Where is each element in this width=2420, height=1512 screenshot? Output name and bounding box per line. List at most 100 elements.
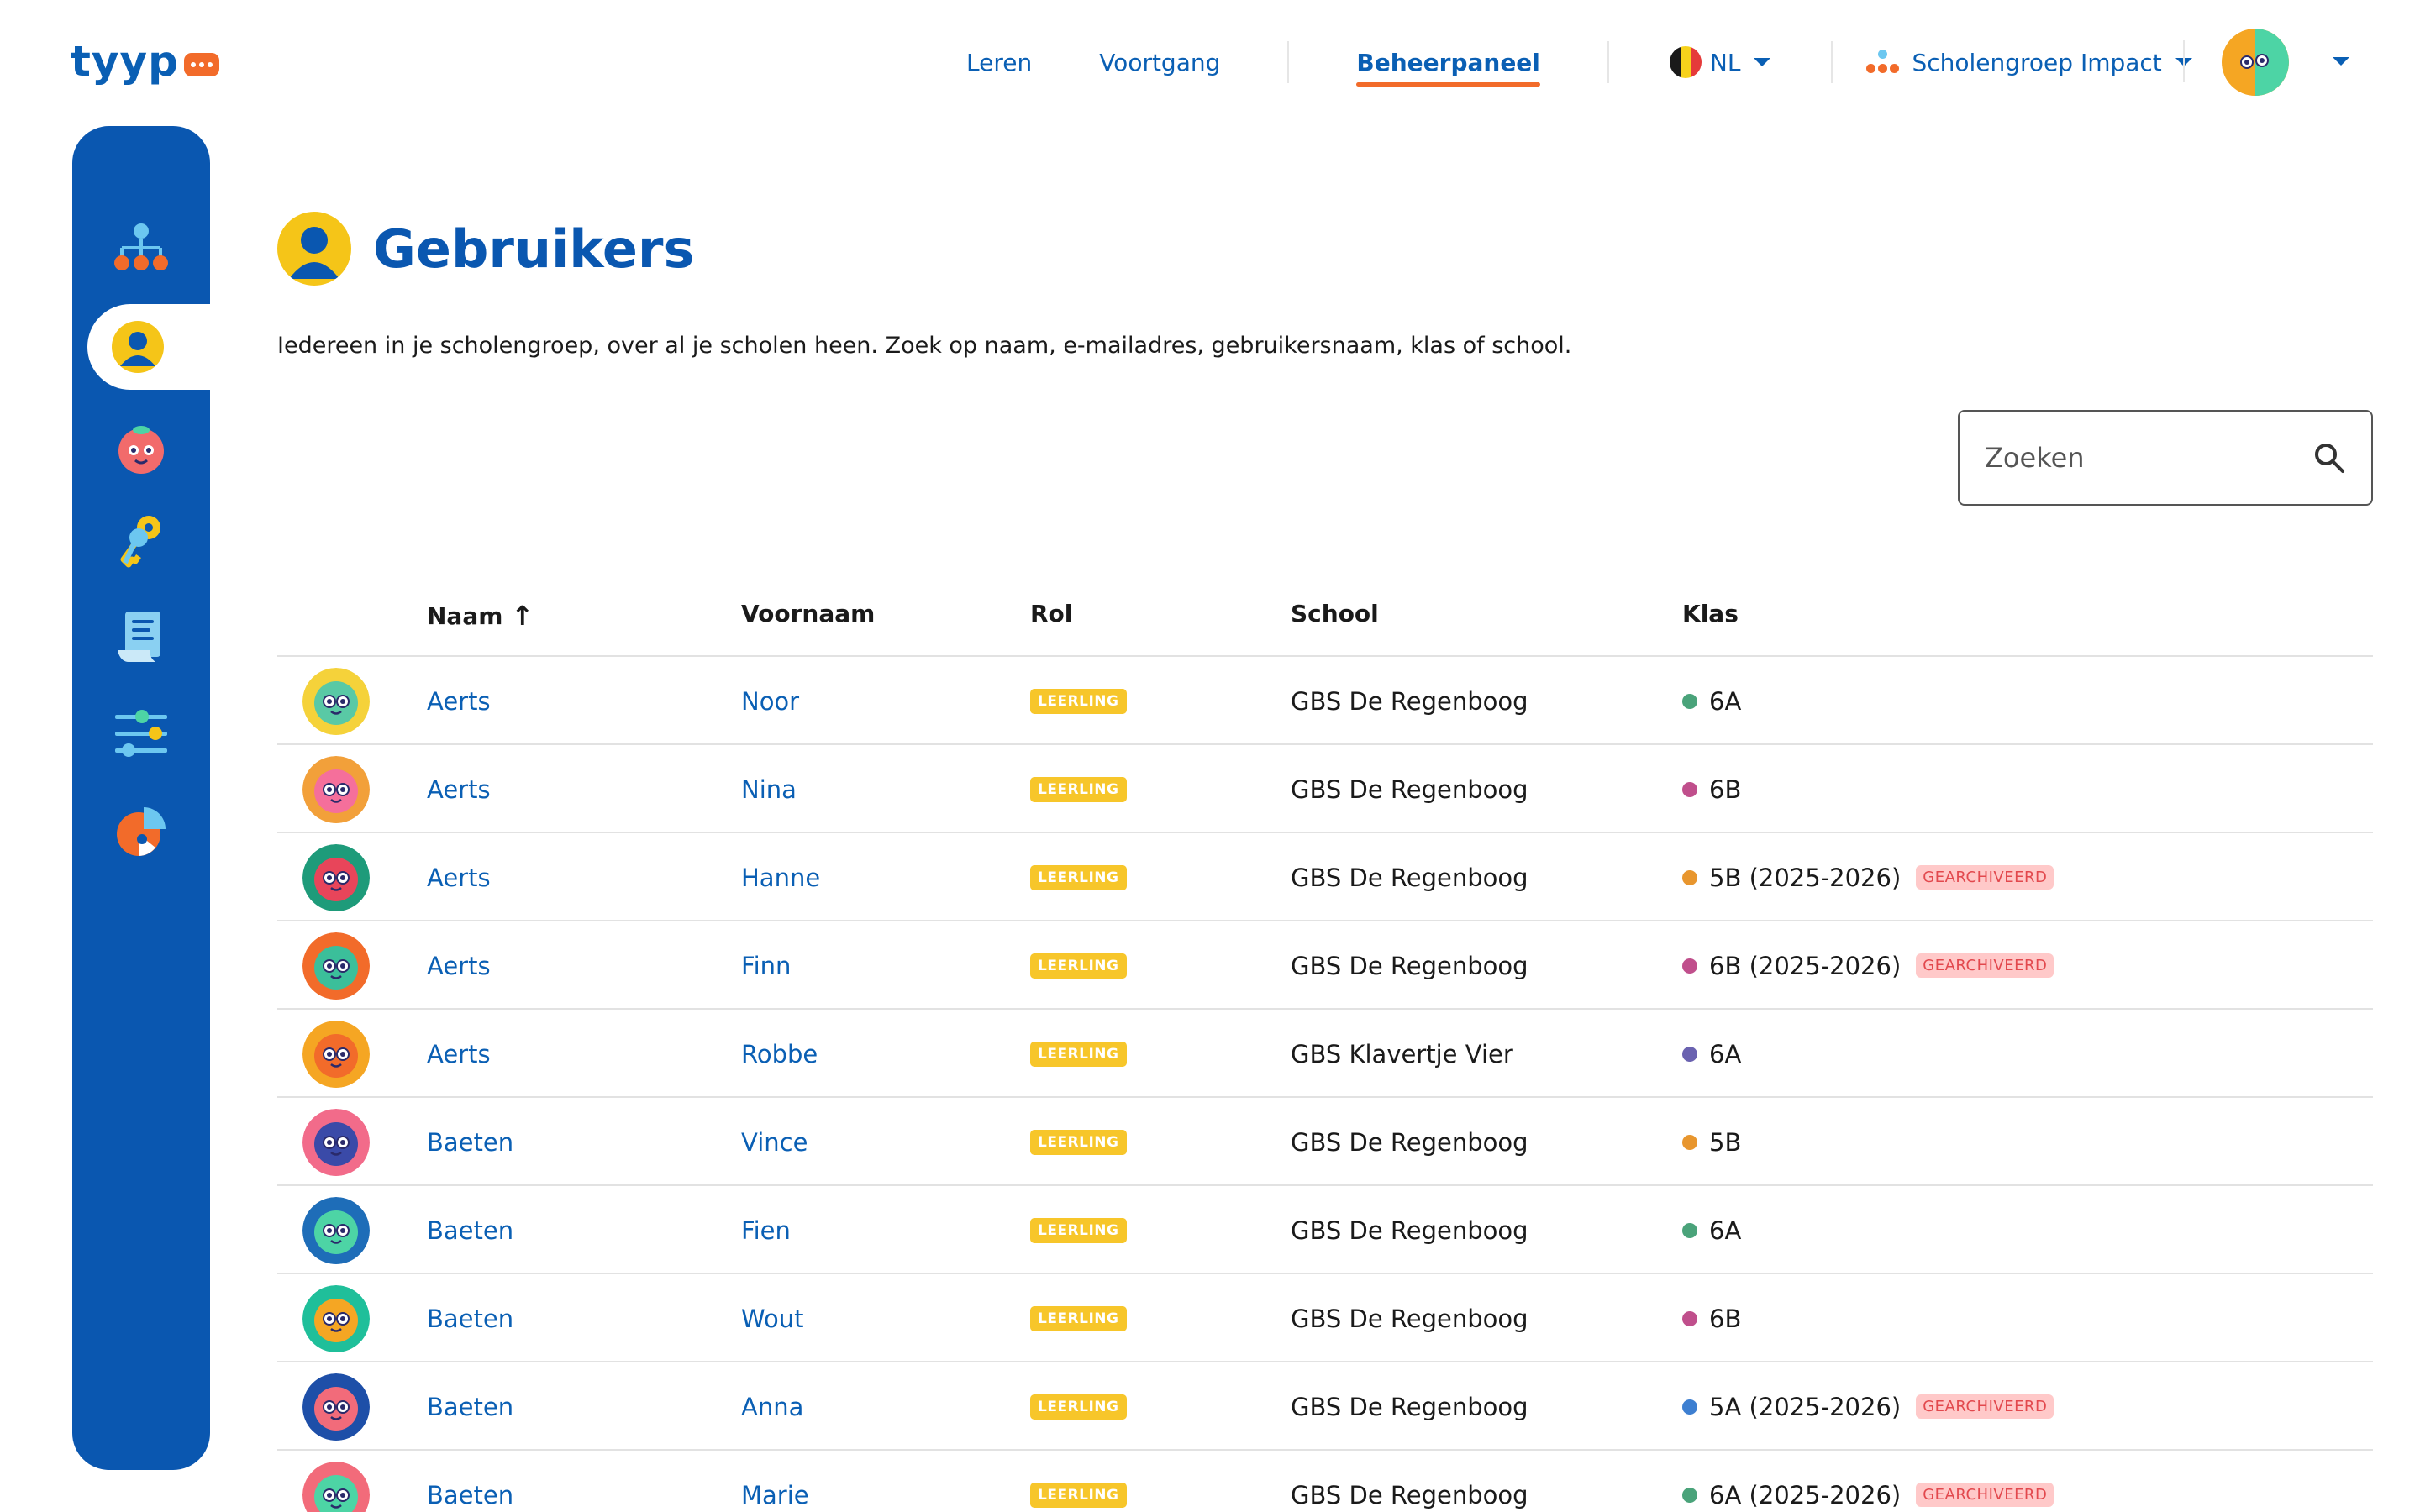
class-name: 6B: [1709, 1304, 1742, 1333]
sidebar-item-documents[interactable]: [72, 590, 210, 682]
naam-link[interactable]: Baeten: [427, 1304, 514, 1333]
keys-icon: [120, 516, 160, 568]
page-header: Gebruikers: [277, 212, 694, 286]
table-row[interactable]: Baeten Marie LEERLING GBS De Regenboog 6…: [277, 1451, 2373, 1512]
school-name: GBS De Regenboog: [1291, 1215, 1528, 1245]
student-avatar: [302, 667, 370, 735]
search-input[interactable]: [1985, 442, 2287, 474]
role-badge: LEERLING: [1030, 776, 1127, 802]
logo-text: tyyp: [71, 37, 179, 86]
top-navigation: Leren Voortgang Beheerpaneel NL Scholeng…: [966, 40, 2192, 87]
class-name: 6A: [1709, 686, 1742, 716]
school-name: GBS De Regenboog: [1291, 951, 1528, 980]
column-header-school[interactable]: School: [1291, 600, 1379, 627]
table-row[interactable]: Aerts Noor LEERLING GBS De Regenboog 6A: [277, 657, 2373, 745]
class-color-dot: [1682, 1222, 1697, 1238]
search-box[interactable]: [1958, 410, 2373, 506]
table-row[interactable]: Baeten Wout LEERLING GBS De Regenboog 6B: [277, 1274, 2373, 1362]
school-name: GBS De Regenboog: [1291, 863, 1528, 892]
student-avatar: [302, 1020, 370, 1088]
voornaam-link[interactable]: Wout: [741, 1304, 804, 1333]
table-row[interactable]: Aerts Finn LEERLING GBS De Regenboog 6B …: [277, 921, 2373, 1010]
naam-link[interactable]: Baeten: [427, 1480, 514, 1509]
student-avatar: [302, 932, 370, 1000]
search-icon[interactable]: [2312, 441, 2346, 475]
column-header-klas[interactable]: Klas: [1682, 600, 1739, 627]
users-table: Naam ↑ Voornaam Rol School Klas Aerts No…: [277, 571, 2373, 1512]
school-name: GBS De Regenboog: [1291, 1127, 1528, 1157]
column-header-voornaam[interactable]: Voornaam: [741, 600, 876, 627]
class-name: 6A: [1709, 1039, 1742, 1068]
language-selector[interactable]: NL: [1669, 46, 1771, 78]
user-avatar[interactable]: [2222, 29, 2289, 96]
role-badge: LEERLING: [1030, 1041, 1127, 1067]
class-name: 5B (2025-2026): [1709, 863, 1902, 892]
role-badge: LEERLING: [1030, 953, 1127, 979]
tyyp-logo[interactable]: tyyp: [71, 37, 219, 86]
sliders-icon: [115, 710, 167, 757]
voornaam-link[interactable]: Marie: [741, 1480, 809, 1509]
voornaam-link[interactable]: Hanne: [741, 863, 821, 892]
naam-link[interactable]: Baeten: [427, 1392, 514, 1421]
naam-link[interactable]: Aerts: [427, 774, 491, 804]
archived-badge: GEARCHIVEERD: [1916, 1394, 2054, 1419]
language-label: NL: [1709, 48, 1741, 76]
student-avatar: [302, 1108, 370, 1176]
school-name: GBS De Regenboog: [1291, 1480, 1528, 1509]
class-color-dot: [1682, 693, 1697, 709]
student-avatar: [302, 1196, 370, 1264]
table-row[interactable]: Baeten Fien LEERLING GBS De Regenboog 6A: [277, 1186, 2373, 1274]
nav-item-voortgang[interactable]: Voortgang: [1099, 48, 1221, 76]
table-row[interactable]: Aerts Robbe LEERLING GBS Klavertje Vier …: [277, 1010, 2373, 1098]
role-badge: LEERLING: [1030, 1129, 1127, 1155]
nav-item-leren[interactable]: Leren: [966, 48, 1033, 76]
sidebar-item-statistics[interactable]: [72, 785, 210, 878]
class-name: 5A (2025-2026): [1709, 1392, 1902, 1421]
column-header-rol[interactable]: Rol: [1030, 600, 1073, 627]
nav-divider: [2183, 40, 2185, 82]
role-badge: LEERLING: [1030, 1482, 1127, 1508]
user-icon: [112, 321, 164, 373]
school-name: GBS Klavertje Vier: [1291, 1039, 1513, 1068]
school-group-selector[interactable]: Scholengroep Impact: [1866, 48, 2192, 76]
archived-badge: GEARCHIVEERD: [1916, 865, 2054, 890]
naam-link[interactable]: Aerts: [427, 863, 491, 892]
table-row[interactable]: Aerts Hanne LEERLING GBS De Regenboog 5B…: [277, 833, 2373, 921]
class-color-dot: [1682, 1046, 1697, 1062]
naam-link[interactable]: Baeten: [427, 1127, 514, 1157]
table-row[interactable]: Baeten Anna LEERLING GBS De Regenboog 5A…: [277, 1362, 2373, 1451]
sidebar-item-settings[interactable]: [72, 687, 210, 780]
voornaam-link[interactable]: Fien: [741, 1215, 791, 1245]
class-name: 6A (2025-2026): [1709, 1480, 1902, 1509]
archived-badge: GEARCHIVEERD: [1916, 1483, 2054, 1507]
user-icon: [277, 212, 351, 286]
student-avatar: [302, 1461, 370, 1512]
table-row[interactable]: Aerts Nina LEERLING GBS De Regenboog 6B: [277, 745, 2373, 833]
class-color-dot: [1682, 1399, 1697, 1415]
naam-link[interactable]: Baeten: [427, 1215, 514, 1245]
nav-item-beheerpaneel[interactable]: Beheerpaneel: [1356, 48, 1540, 87]
class-color-dot: [1682, 1487, 1697, 1503]
sidebar-item-access[interactable]: [72, 496, 210, 588]
nav-divider: [1831, 41, 1833, 83]
voornaam-link[interactable]: Noor: [741, 686, 800, 716]
class-color-dot: [1682, 869, 1697, 885]
voornaam-link[interactable]: Nina: [741, 774, 797, 804]
naam-link[interactable]: Aerts: [427, 951, 491, 980]
chevron-down-icon[interactable]: [2333, 57, 2349, 66]
voornaam-link[interactable]: Robbe: [741, 1039, 818, 1068]
sidebar-item-users[interactable]: [87, 304, 188, 390]
organization-icon: [1866, 50, 1900, 75]
voornaam-link[interactable]: Vince: [741, 1127, 808, 1157]
sidebar-item-organization[interactable]: [72, 202, 210, 294]
voornaam-link[interactable]: Finn: [741, 951, 792, 980]
column-header-naam[interactable]: Naam ↑: [427, 600, 534, 632]
voornaam-link[interactable]: Anna: [741, 1392, 804, 1421]
role-badge: LEERLING: [1030, 688, 1127, 714]
class-color-dot: [1682, 958, 1697, 974]
naam-link[interactable]: Aerts: [427, 1039, 491, 1068]
naam-link[interactable]: Aerts: [427, 686, 491, 716]
school-group-label: Scholengroep Impact: [1912, 48, 2162, 76]
sidebar-item-characters[interactable]: [72, 403, 210, 496]
table-row[interactable]: Baeten Vince LEERLING GBS De Regenboog 5…: [277, 1098, 2373, 1186]
